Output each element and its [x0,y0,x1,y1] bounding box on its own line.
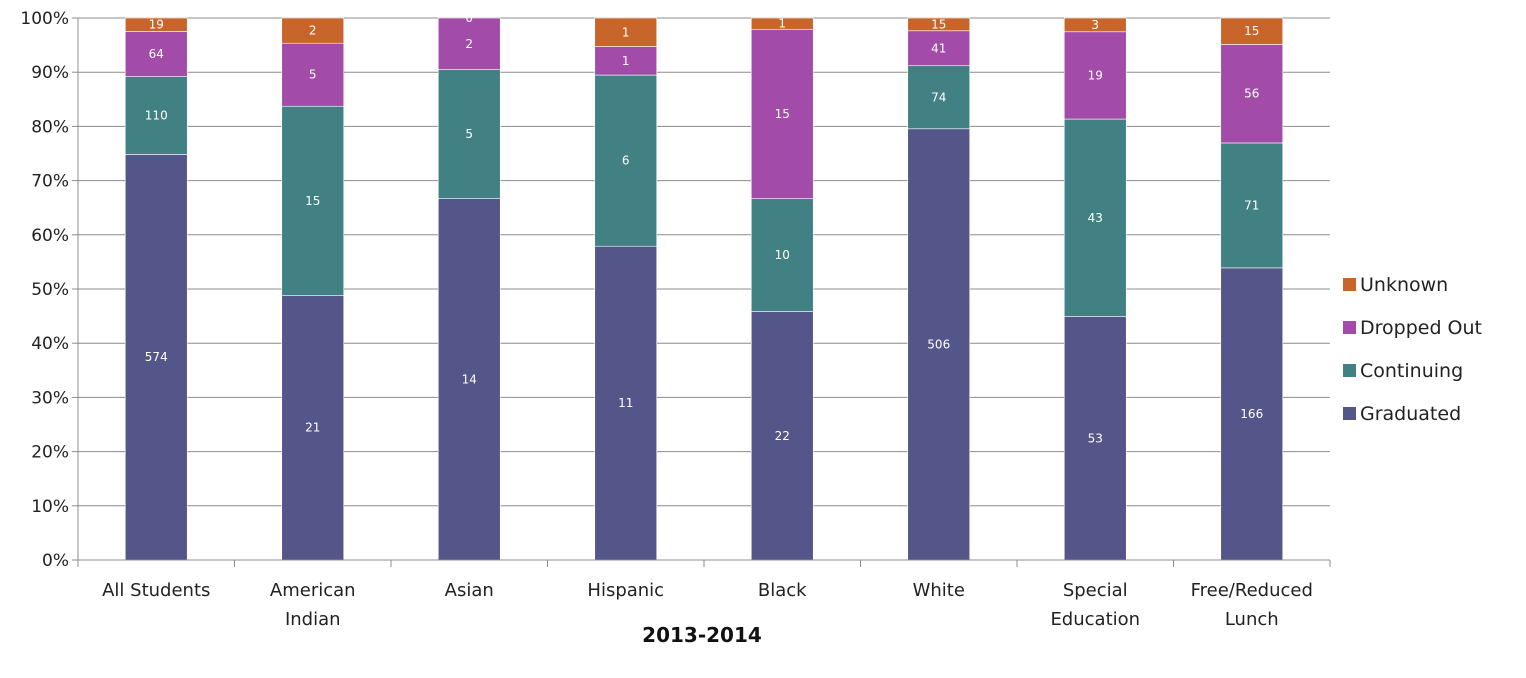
bar-segment-unknown [1063,17,1127,33]
data-label-graduated: 506 [927,337,950,351]
data-label-graduated: 166 [1240,407,1263,421]
x-tick-label: American Indian [270,580,356,630]
legend-item-graduated: Graduated [1343,403,1461,425]
y-tick-label: 50% [31,280,69,300]
bar-segment-unknown [124,17,188,32]
data-label-unknown: 0 [465,11,473,25]
bar-segment-continuing [281,105,345,296]
y-tick-label: 60% [31,226,69,246]
bar-segment-continuing [437,69,501,199]
data-label-dropped-out: 19 [1088,68,1103,82]
data-label-dropped-out: 56 [1244,87,1259,101]
y-tick-label: 30% [31,388,69,408]
x-axis: All Students American Indian Asian Hispanic B… [77,559,1331,630]
y-tick-label: 100% [20,9,69,29]
x-tick-label: White [913,580,965,601]
data-label-continuing: 5 [465,127,473,141]
data-label-continuing: 15 [305,194,320,208]
y-tick-label: 40% [31,334,69,354]
bar-segment-dropped-out [1063,31,1127,120]
legend-label: Dropped Out [1360,317,1482,339]
bar-segment-graduated [594,245,658,561]
bar-segment-unknown [907,17,971,32]
x-tick-label: Special Education [1050,580,1140,630]
y-axis: 0% 10% 20% 30% 40% 50% 60% 70% 80% 90% 100% [20,9,79,571]
x-tick-label: Free/Reduced Lunch [1191,580,1313,630]
legend-label: Continuing [1360,360,1463,382]
bar-segment-continuing [594,74,658,247]
data-label-unknown: 15 [1244,24,1259,38]
bar-segment-unknown [750,17,814,30]
data-label-unknown: 1 [778,17,786,31]
bar-segment-graduated [750,311,814,561]
legend-swatch [1343,278,1356,291]
bar-segment-dropped-out [437,17,501,70]
bar-segment-unknown [1220,17,1284,45]
data-label-continuing: 10 [775,248,790,262]
legend-swatch [1343,321,1356,334]
data-label-dropped-out: 2 [465,37,473,51]
data-label-dropped-out: 5 [309,68,317,82]
data-label-dropped-out: 15 [775,107,790,121]
x-tick-label: Asian [445,580,494,601]
bar-segment-graduated [437,198,501,561]
bars: 5741106419211552145201161122101515067441… [124,11,1284,561]
bar-segment-graduated [907,128,971,561]
bar-segment-graduated [281,295,345,561]
bar-segment-continuing [750,198,814,312]
bar-segment-continuing [1063,118,1127,317]
legend-item-unknown: Unknown [1343,274,1448,296]
x-tick-label: All Students [102,580,210,601]
y-tick-label: 0% [42,551,69,571]
legend: Unknown Dropped Out Continuing Graduated [1343,274,1482,425]
data-label-continuing: 71 [1244,198,1259,212]
legend-item-dropped-out: Dropped Out [1343,317,1482,339]
bar-segment-dropped-out [124,31,188,77]
legend-label: Graduated [1360,403,1461,425]
y-tick-label: 20% [31,443,69,463]
bar-segment-unknown [594,17,658,47]
gridlines [78,17,1330,507]
data-label-graduated: 21 [305,421,320,435]
y-tick-label: 70% [31,172,69,192]
legend-swatch [1343,364,1356,377]
data-label-unknown: 2 [309,24,317,38]
x-tick-label: Hispanic [587,580,664,601]
bar-segment-graduated [1063,316,1127,561]
y-tick-label: 10% [31,497,69,517]
bar-segment-unknown [281,17,345,44]
data-label-continuing: 6 [622,154,630,168]
data-label-unknown: 19 [149,18,164,32]
data-label-graduated: 11 [618,396,633,410]
data-label-unknown: 15 [931,17,946,31]
data-label-unknown: 1 [622,25,630,39]
bar-segment-dropped-out [750,28,814,199]
x-axis-title: 2013-2014 [642,623,762,647]
x-tick-label: Black [758,580,807,601]
bar-segment-dropped-out [594,46,658,76]
y-tick-label: 80% [31,117,69,137]
legend-label: Unknown [1360,274,1448,296]
data-label-continuing: 43 [1088,211,1103,225]
y-tick-label: 90% [31,63,69,83]
data-label-graduated: 574 [145,350,168,364]
data-label-continuing: 110 [145,109,168,123]
data-label-unknown: 3 [1091,18,1099,32]
legend-swatch [1343,407,1356,420]
legend-item-continuing: Continuing [1343,360,1463,382]
bar-segment-continuing [124,76,188,155]
data-label-graduated: 53 [1088,431,1103,445]
data-label-graduated: 22 [775,429,790,443]
data-label-continuing: 74 [931,90,946,104]
data-label-dropped-out: 1 [622,54,630,68]
bar-segment-graduated [1220,267,1284,561]
bar-segment-dropped-out [907,30,971,67]
data-label-graduated: 14 [462,372,477,386]
bar-segment-dropped-out [1220,44,1284,144]
bar-segment-continuing [907,65,971,130]
bar-segment-continuing [1220,142,1284,269]
data-label-dropped-out: 41 [931,41,946,55]
data-label-dropped-out: 64 [149,47,164,61]
